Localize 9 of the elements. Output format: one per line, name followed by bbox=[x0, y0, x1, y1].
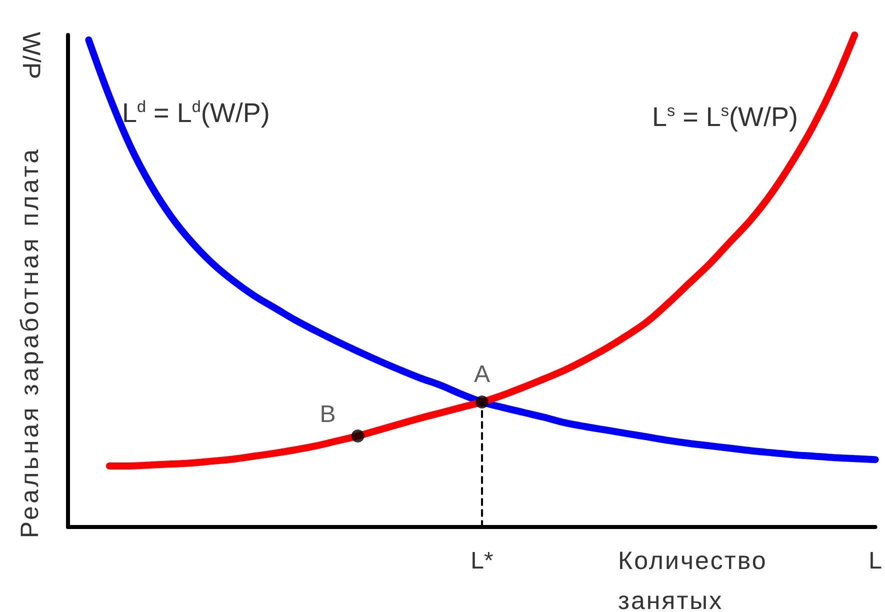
series-label: A bbox=[474, 361, 490, 388]
text: W/P bbox=[16, 31, 45, 79]
series-label: B bbox=[320, 400, 336, 428]
x-tick-label: L* bbox=[470, 548, 494, 574]
y-axis-title: Реальная заработная плата bbox=[16, 146, 45, 538]
x-axis-title: Количество занятых bbox=[618, 546, 768, 612]
series-label: L$^{s}$ = L$^{s}$(W/P) bbox=[652, 102, 798, 133]
series-label: L$^{d}$ = L$^{d}$(W/P) bbox=[122, 98, 270, 129]
x-tick-label: L bbox=[868, 548, 882, 574]
